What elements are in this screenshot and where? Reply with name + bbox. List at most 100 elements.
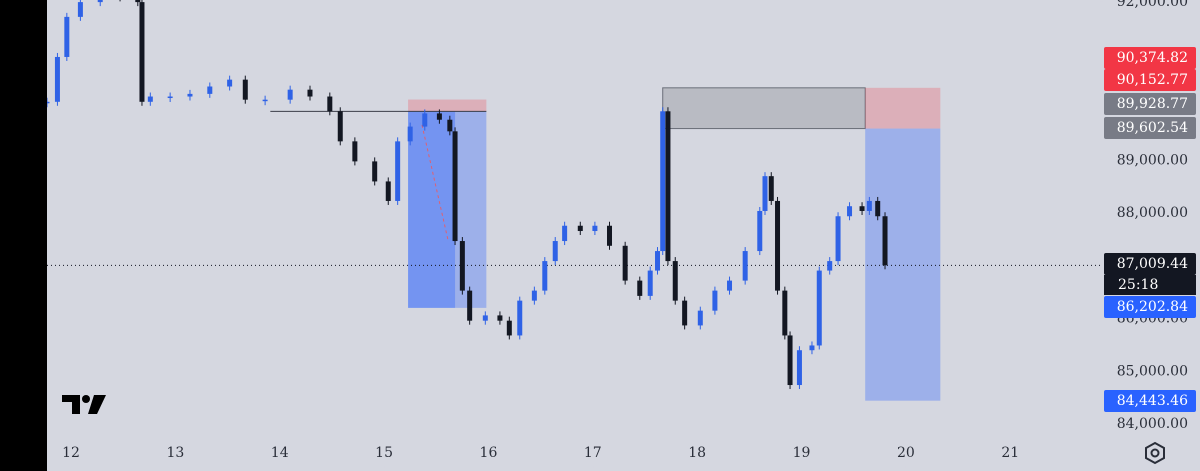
price-tag	[1104, 47, 1196, 69]
x-tick-label: 13	[166, 445, 184, 461]
price-axis: 84,000.0085,000.0086,000.0088,000.0089,0…	[62, 0, 1188, 468]
candle	[436, 113, 442, 120]
candle	[372, 161, 378, 182]
candle	[422, 113, 428, 127]
candle	[459, 241, 465, 291]
candle	[712, 290, 718, 311]
candle	[482, 315, 488, 321]
candle	[447, 119, 453, 132]
candle	[682, 300, 688, 326]
filled-zone	[408, 111, 456, 308]
settings-button[interactable]	[1145, 441, 1165, 465]
stop-zone	[865, 87, 941, 129]
candle	[47, 101, 50, 104]
price-tag-label: 87,009.44	[1117, 256, 1188, 272]
candle	[742, 251, 748, 281]
candle	[847, 206, 853, 217]
candle	[827, 261, 833, 271]
candle	[577, 225, 583, 232]
candle	[607, 225, 613, 246]
price-tag-label: 86,202.84	[1117, 299, 1188, 315]
candle	[787, 335, 793, 386]
price-tags: 90,374.82 90,152.77 89,928.77 89,602.54 87,0…	[1104, 47, 1196, 412]
candle	[882, 216, 888, 266]
candle	[816, 270, 822, 346]
left-strip	[0, 0, 47, 471]
target-zone	[408, 111, 487, 308]
price-tag	[1104, 93, 1196, 115]
candle	[775, 200, 781, 291]
candle	[660, 111, 666, 252]
candle	[517, 300, 523, 336]
price-tag-label: 84,443.46	[1117, 393, 1188, 409]
logo	[62, 395, 106, 414]
candle	[327, 96, 333, 112]
candle	[762, 176, 768, 211]
candle	[395, 141, 401, 201]
price-tag-label: 90,152.77	[1117, 72, 1188, 88]
range-box	[662, 87, 866, 130]
candle	[727, 280, 733, 291]
x-tick-label: 12	[62, 445, 80, 461]
candle	[637, 280, 643, 296]
candle	[859, 206, 865, 211]
x-tick-label: 19	[793, 445, 811, 461]
candle	[187, 93, 193, 97]
candle	[866, 200, 872, 211]
candle	[337, 111, 343, 142]
candle	[796, 350, 802, 386]
candle	[647, 270, 653, 296]
candle	[552, 241, 558, 262]
candle	[407, 126, 413, 142]
price-tag	[1104, 253, 1196, 275]
candle	[531, 290, 537, 301]
candle	[622, 245, 628, 281]
countdown: 25:18	[1118, 277, 1158, 293]
x-tick-label: 17	[584, 445, 602, 461]
candle	[467, 290, 473, 321]
candle	[207, 86, 213, 94]
y-tick-label: 84,000.00	[1117, 416, 1188, 432]
candle	[665, 111, 671, 262]
candle	[835, 216, 841, 262]
candle	[672, 261, 678, 301]
x-tick-label: 18	[688, 445, 706, 461]
x-tick-label: 14	[271, 445, 289, 461]
x-tick-label: 16	[480, 445, 498, 461]
y-tick-label: 89,000.00	[1117, 152, 1188, 168]
candle	[135, 0, 141, 3]
price-tag-label: 89,928.77	[1117, 96, 1188, 112]
candle	[452, 131, 458, 242]
candle	[97, 0, 103, 3]
candle	[54, 56, 60, 102]
price-tag	[1104, 296, 1196, 318]
candle	[227, 79, 233, 87]
candle	[352, 141, 358, 162]
trend-line	[421, 124, 449, 241]
candle	[809, 345, 815, 351]
y-tick-label: 88,000.00	[1117, 205, 1188, 221]
candle	[757, 210, 763, 252]
candle	[307, 89, 313, 97]
stop-zone	[408, 99, 487, 112]
x-tick-label: 20	[897, 445, 915, 461]
price-tag	[1104, 117, 1196, 139]
price-tag-label: 89,602.54	[1117, 120, 1188, 136]
candle	[506, 320, 512, 336]
candle	[592, 225, 598, 232]
candle	[77, 2, 83, 17]
candle	[542, 261, 548, 291]
plot-area	[47, 0, 1100, 401]
countdown-tag	[1104, 275, 1196, 295]
price-tag	[1104, 390, 1196, 412]
candle	[782, 290, 788, 336]
candle	[562, 225, 568, 242]
x-tick-label: 15	[375, 445, 393, 461]
target-zone	[865, 128, 941, 401]
candle	[385, 181, 391, 201]
candle	[262, 99, 268, 102]
candle	[287, 89, 293, 100]
